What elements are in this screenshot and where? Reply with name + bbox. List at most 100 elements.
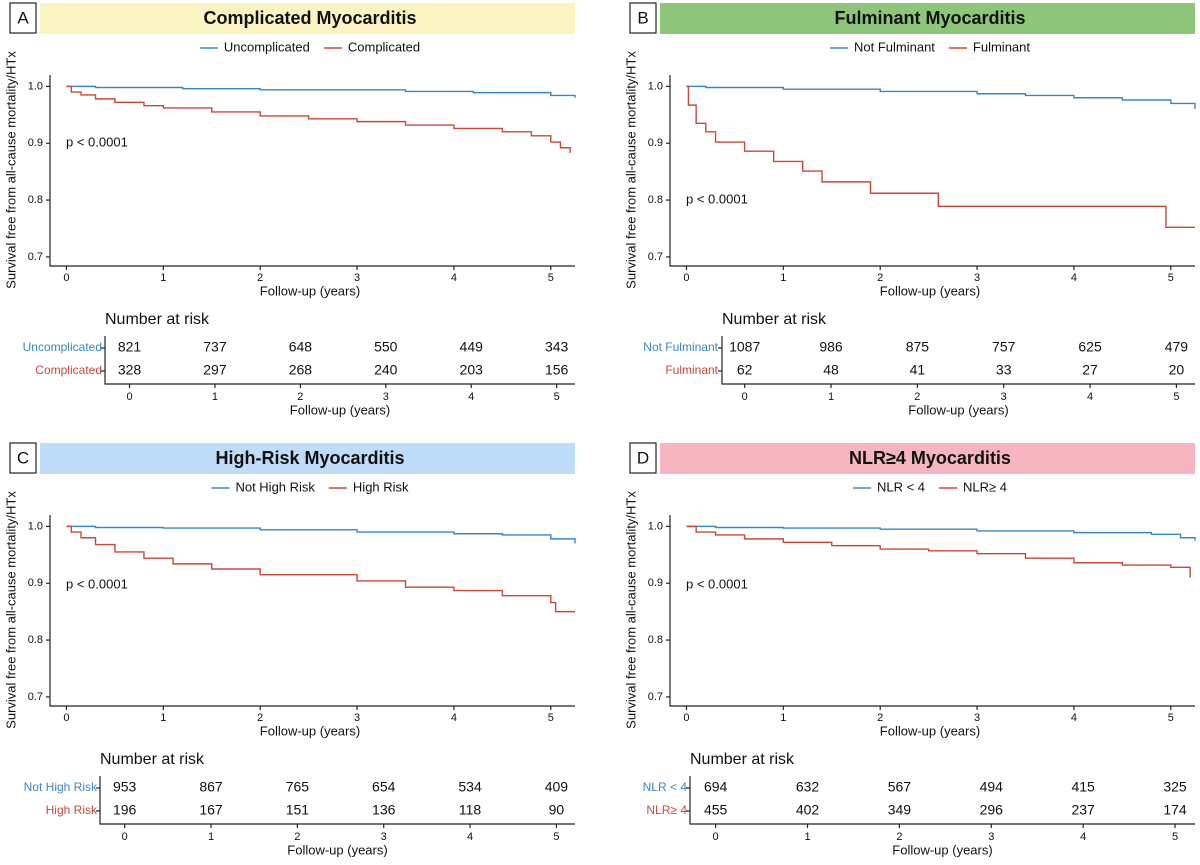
risk-count: 402	[796, 802, 820, 818]
risk-count: 90	[549, 802, 565, 818]
risk-count: 625	[1078, 339, 1102, 355]
risk-count: 648	[289, 339, 313, 355]
risk-x-tick-label: 5	[553, 831, 559, 843]
risk-x-tick-label: 3	[381, 831, 387, 843]
y-tick-label: 0.7	[648, 251, 663, 263]
legend: Uncomplicated Complicated	[199, 39, 420, 54]
risk-row-label: Fulminant	[665, 363, 718, 377]
legend-label: Not High Risk	[235, 479, 315, 494]
y-tick-label: 1.0	[648, 80, 663, 92]
risk-count: 875	[906, 339, 930, 355]
legend-label: Uncomplicated	[224, 39, 310, 54]
x-tick-label: 3	[974, 712, 980, 724]
risk-count: 343	[545, 339, 569, 355]
y-tick-label: 0.9	[28, 577, 43, 589]
risk-x-tick-label: 2	[896, 831, 902, 843]
risk-x-tick-label: 5	[1172, 831, 1178, 843]
risk-x-tick-label: 3	[1001, 391, 1007, 403]
risk-count: 33	[996, 362, 1012, 378]
risk-x-tick-label: 2	[297, 391, 303, 403]
risk-axes	[689, 776, 1195, 825]
panel-title: High-Risk Myocarditis	[215, 448, 404, 468]
x-tick-label: 4	[1071, 712, 1077, 724]
x-tick-label: 2	[877, 712, 883, 724]
x-tick-label: 3	[354, 712, 360, 724]
survival-curve	[686, 85, 1195, 229]
survival-curve	[686, 85, 1196, 110]
legend: NLR < 4 NLR≥ 4	[852, 479, 1007, 494]
legend-label: NLR < 4	[877, 479, 925, 494]
annotation: p < 0.0001	[686, 576, 748, 591]
risk-count: 654	[372, 779, 396, 795]
x-axis-label: Follow-up (years)	[880, 283, 980, 298]
risk-x-tick-label: 4	[467, 831, 473, 843]
risk-count: 297	[203, 362, 227, 378]
risk-x-axis-label: Follow-up (years)	[892, 842, 992, 857]
risk-count: 986	[819, 339, 843, 355]
risk-x-tick-label: 4	[1080, 831, 1086, 843]
risk-count: 867	[199, 779, 223, 795]
risk-count: 494	[980, 779, 1004, 795]
panel-label: D	[637, 448, 649, 467]
risk-count: 156	[545, 362, 569, 378]
y-tick-label: 0.7	[28, 251, 43, 263]
risk-x-tick-label: 4	[468, 391, 474, 403]
risk-count: 328	[118, 362, 142, 378]
legend-label: Fulminant	[973, 39, 1030, 54]
risk-count: 20	[1169, 362, 1185, 378]
risk-axes	[99, 776, 575, 825]
y-axis-label: Survival free from all-cause mortality/H…	[3, 491, 18, 729]
risk-count: 632	[796, 779, 820, 795]
axes	[669, 75, 1195, 267]
risk-count: 48	[823, 362, 839, 378]
risk-count: 550	[374, 339, 398, 355]
x-tick-label: 5	[1168, 272, 1174, 284]
risk-count: 240	[374, 362, 398, 378]
axes	[49, 75, 575, 267]
y-tick-label: 0.9	[648, 137, 663, 149]
x-tick-label: 2	[877, 272, 883, 284]
risk-count: 41	[910, 362, 926, 378]
legend: Not Fulminant Fulminant	[830, 39, 1030, 54]
y-axis-label: Survival free from all-cause mortality/H…	[3, 51, 18, 289]
x-tick-label: 2	[257, 712, 263, 724]
risk-x-tick-label: 4	[1087, 391, 1093, 403]
survival-curve	[66, 525, 576, 544]
risk-count: 953	[113, 779, 137, 795]
risk-x-tick-label: 2	[294, 831, 300, 843]
risk-x-tick-label: 0	[126, 391, 132, 403]
panel-label-box	[629, 442, 657, 474]
x-tick-label: 3	[974, 272, 980, 284]
risk-count: 203	[460, 362, 484, 378]
risk-x-tick-label: 1	[212, 391, 218, 403]
risk-x-axis-label: Follow-up (years)	[290, 402, 390, 417]
risk-x-tick-label: 1	[208, 831, 214, 843]
title-band	[40, 3, 575, 34]
axes	[669, 515, 1195, 707]
x-tick-label: 1	[160, 712, 166, 724]
risk-row-label: Complicated	[35, 363, 102, 377]
risk-row-label: High Risk	[46, 803, 98, 817]
risk-count: 325	[1163, 779, 1187, 795]
risk-x-tick-label: 0	[122, 831, 128, 843]
axes	[49, 515, 575, 707]
risk-title: Number at risk	[690, 751, 795, 768]
panel-label: C	[17, 448, 29, 467]
risk-count: 479	[1165, 339, 1189, 355]
y-tick-label: 0.7	[648, 691, 663, 703]
panel-label-box	[9, 2, 37, 34]
risk-count: 196	[113, 802, 137, 818]
y-axis-label: Survival free from all-cause mortality/H…	[623, 51, 638, 289]
survival-curve	[686, 525, 1191, 578]
x-tick-label: 4	[451, 272, 457, 284]
panel-label: B	[637, 8, 648, 27]
risk-row-label: Not High Risk	[24, 780, 98, 794]
risk-x-axis-label: Follow-up (years)	[908, 402, 1008, 417]
risk-count: 118	[459, 802, 482, 818]
legend-label: NLR≥ 4	[963, 479, 1007, 494]
x-tick-label: 0	[63, 712, 69, 724]
panel-label-box	[629, 2, 657, 34]
y-tick-label: 0.9	[28, 137, 43, 149]
legend: Not High Risk High Risk	[211, 479, 409, 494]
